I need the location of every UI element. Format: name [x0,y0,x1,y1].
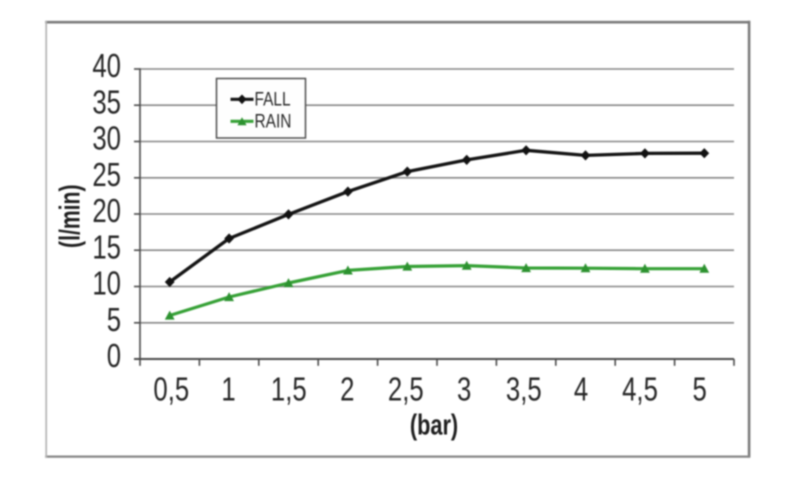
svg-text:40: 40 [92,48,121,85]
svg-text:RAIN: RAIN [255,109,292,131]
svg-text:15: 15 [92,229,121,266]
svg-text:5: 5 [107,302,121,339]
svg-text:25: 25 [92,157,121,194]
svg-text:3,5: 3,5 [506,372,542,409]
svg-text:0: 0 [107,338,121,375]
svg-text:0,5: 0,5 [153,372,189,409]
svg-text:35: 35 [92,84,121,121]
svg-text:1: 1 [221,372,235,409]
svg-text:2,5: 2,5 [388,372,424,409]
svg-text:FALL: FALL [255,87,291,109]
svg-text:30: 30 [92,121,121,158]
svg-text:4: 4 [574,372,588,409]
svg-text:4,5: 4,5 [622,372,658,409]
svg-text:10: 10 [92,266,121,303]
svg-text:2: 2 [340,372,354,409]
svg-text:20: 20 [92,193,121,230]
svg-text:(bar): (bar) [410,410,458,442]
svg-text:5: 5 [693,372,707,409]
svg-text:3: 3 [457,372,471,409]
svg-text:(l/min): (l/min) [54,184,86,247]
svg-text:1,5: 1,5 [271,372,307,409]
